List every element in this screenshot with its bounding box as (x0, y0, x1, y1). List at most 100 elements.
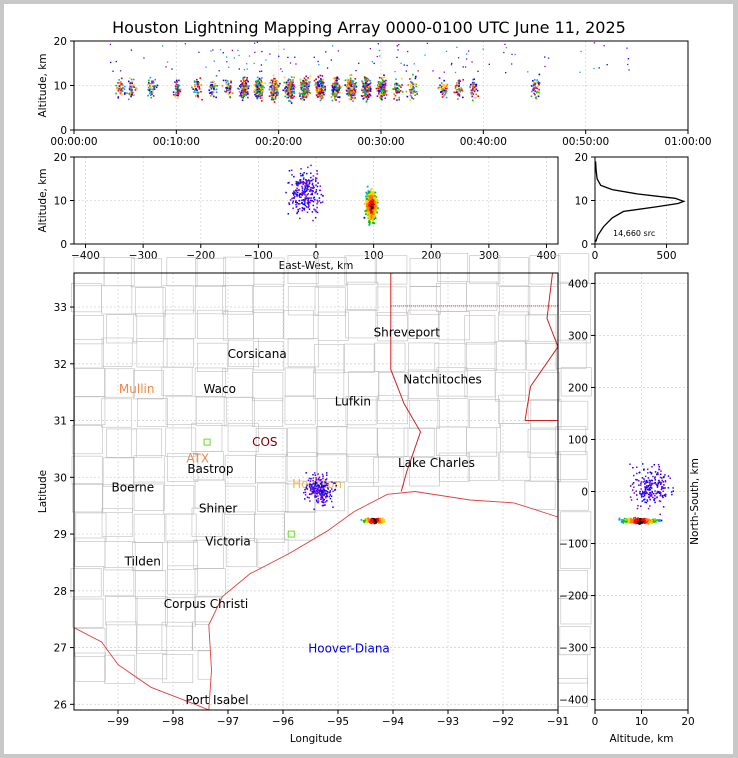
source-point (505, 46, 507, 49)
source-point (325, 479, 327, 481)
source-point (196, 93, 199, 96)
source-point (317, 473, 319, 475)
source-point (304, 88, 307, 90)
x-tick-label: −91 (547, 716, 569, 728)
source-point (367, 89, 370, 92)
source-point (372, 209, 375, 212)
county-boundary (403, 427, 435, 457)
source-point (317, 495, 319, 497)
source-point (442, 92, 445, 94)
county-boundary (74, 396, 106, 426)
source-point (116, 88, 119, 91)
source-point (347, 79, 349, 82)
county-boundary (313, 344, 345, 374)
source-point (395, 84, 398, 86)
county-boundary (313, 369, 345, 399)
source-point (316, 488, 319, 491)
source-point (384, 92, 386, 94)
source-point (319, 482, 322, 485)
source-point (503, 51, 505, 54)
source-point (287, 212, 290, 215)
source-point (366, 201, 369, 204)
source-point (308, 91, 311, 94)
source-point (230, 81, 232, 84)
source-point (268, 82, 271, 85)
source-point (376, 211, 378, 214)
source-point (320, 79, 322, 82)
source-point (317, 485, 320, 487)
x-tick-label: 0 (313, 250, 320, 262)
source-point (313, 79, 316, 82)
source-point (321, 97, 324, 99)
source-point (303, 93, 306, 95)
source-point (324, 492, 327, 494)
source-point (657, 463, 660, 466)
source-point (335, 93, 338, 96)
source-point (298, 194, 300, 197)
source-point (287, 92, 290, 95)
source-point (638, 471, 641, 474)
source-point (331, 85, 334, 87)
source-point (272, 91, 275, 93)
county-boundary (167, 540, 198, 570)
source-point (229, 88, 232, 90)
county-boundary (346, 427, 378, 457)
source-point (366, 98, 369, 100)
source-point (432, 70, 434, 72)
county-boundary (314, 286, 346, 316)
source-point (396, 82, 398, 85)
source-point (117, 96, 120, 98)
source-point (223, 90, 226, 93)
source-point (290, 90, 293, 92)
county-boundary (195, 257, 227, 287)
county-boundary (254, 513, 286, 543)
source-point (375, 207, 378, 210)
source-point (255, 95, 257, 98)
source-point (299, 217, 301, 220)
source-point (365, 519, 368, 521)
county-boundary (71, 455, 103, 485)
source-point (308, 204, 310, 206)
source-point (441, 84, 444, 87)
source-point (216, 85, 219, 87)
source-point (382, 81, 384, 84)
county-boundary (438, 452, 470, 482)
source-point (310, 186, 312, 189)
county-boundary (191, 422, 223, 452)
source-point (488, 63, 490, 65)
source-point (414, 77, 417, 80)
source-point (241, 83, 243, 85)
source-point (309, 484, 311, 487)
source-point (651, 491, 653, 494)
county-boundary (257, 482, 289, 512)
source-point (350, 88, 353, 90)
source-point (334, 89, 337, 91)
source-point (482, 48, 484, 50)
source-point (174, 96, 176, 98)
source-point (325, 495, 327, 498)
source-point (454, 71, 457, 74)
source-point (124, 92, 126, 94)
source-point (308, 197, 310, 199)
source-point (211, 84, 213, 86)
source-point (310, 188, 312, 191)
x-tick-label: −98 (162, 716, 184, 728)
source-point (332, 87, 335, 90)
source-point (368, 199, 370, 201)
county-boundary (71, 425, 103, 455)
source-point (368, 86, 371, 88)
source-point (410, 84, 412, 86)
source-point (355, 88, 357, 91)
source-point (309, 199, 312, 202)
source-point (258, 96, 261, 99)
source-point (322, 86, 325, 89)
source-point (301, 206, 304, 209)
source-point (376, 518, 378, 521)
source-point (131, 84, 134, 87)
source-point (325, 51, 327, 53)
source-point (316, 206, 318, 209)
source-point (275, 80, 278, 82)
source-point (375, 87, 378, 90)
source-point (115, 60, 117, 63)
source-point (368, 521, 371, 524)
